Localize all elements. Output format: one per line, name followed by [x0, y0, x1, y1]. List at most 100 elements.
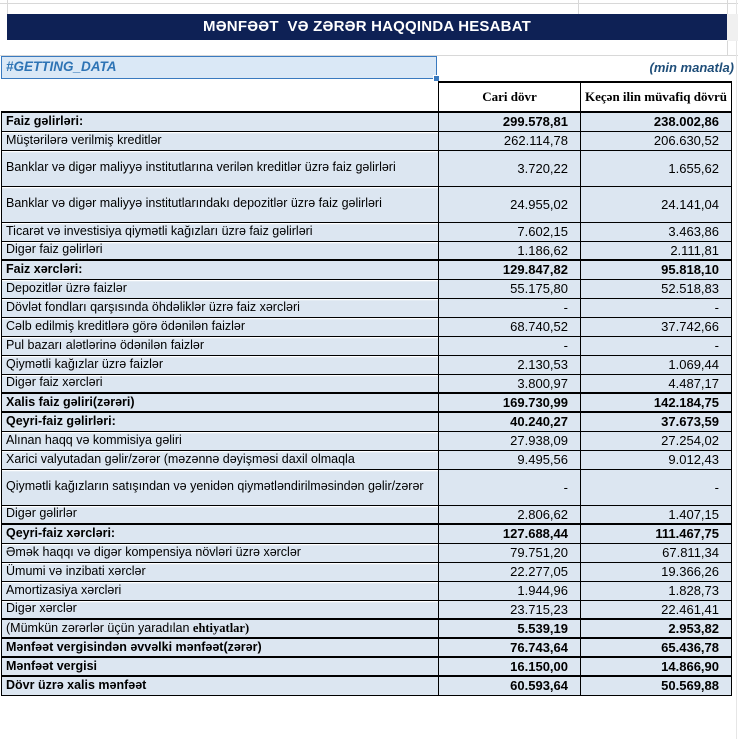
current-period-value-cell[interactable]: - — [438, 469, 581, 506]
row-label-cell[interactable]: Qiymətli kağızların satışından və yenidə… — [1, 469, 439, 506]
row-label-cell[interactable]: Banklar və digər maliyyə institutlarında… — [1, 186, 439, 223]
previous-period-value-cell[interactable]: 50.569,88 — [580, 675, 732, 696]
table-row: Qeyri-faiz xərcləri: 127.688,44 111.467,… — [1, 523, 732, 544]
row-label-cell[interactable]: Xarici valyutadan gəlir/zərər (məzənnə d… — [1, 450, 439, 470]
previous-period-value-cell[interactable]: 3.463,86 — [580, 222, 732, 242]
row-label-cell[interactable]: Qeyri-faiz gəlirləri: — [1, 411, 439, 432]
current-period-value-cell[interactable]: 1.186,62 — [438, 241, 581, 261]
row-label-cell[interactable]: Alınan haqq və kommisiya gəliri — [1, 431, 439, 451]
row-label-cell[interactable]: Depozitlər üzrə faizlər — [1, 279, 439, 299]
table-row: Qeyri-faiz gəlirləri: 40.240,27 37.673,5… — [1, 411, 732, 432]
previous-period-value-cell[interactable]: 95.818,10 — [580, 259, 732, 280]
row-label: Dövlət fondları qarşısında öhdəliklər üz… — [6, 299, 300, 314]
current-period-value-cell[interactable]: - — [438, 298, 581, 318]
row-label-cell[interactable]: Ümumi və inzibati xərclər — [1, 562, 439, 582]
previous-period-value-cell[interactable]: 1.828,73 — [580, 581, 732, 601]
previous-period-value-cell[interactable]: - — [580, 336, 732, 356]
previous-period-value-cell[interactable]: 4.487,17 — [580, 374, 732, 394]
previous-period-value-cell[interactable]: 111.467,75 — [580, 523, 732, 544]
row-label-cell[interactable]: Digər faiz xərcləri — [1, 374, 439, 394]
row-label-cell[interactable]: Qeyri-faiz xərcləri: — [1, 523, 439, 544]
previous-period-value-cell[interactable]: 22.461,41 — [580, 600, 732, 620]
row-label-cell[interactable]: Banklar və digər maliyyə institutlarına … — [1, 150, 439, 187]
row-label-cell[interactable]: Pul bazarı alətlərinə ödənilən faizlər — [1, 336, 439, 356]
previous-period-value-cell[interactable]: 37.673,59 — [580, 411, 732, 432]
table-row: Depozitlər üzrə faizlər 55.175,80 52.518… — [1, 279, 732, 299]
row-label-cell[interactable]: Cəlb edilmiş kreditlərə görə ödənilən fa… — [1, 317, 439, 337]
previous-period-value-cell[interactable]: 142.184,75 — [580, 392, 732, 413]
row-label-serif-part: ehtiyatlar) — [192, 620, 250, 635]
previous-period-value-cell[interactable]: 67.811,34 — [580, 543, 732, 563]
current-period-value-cell[interactable]: 2.130,53 — [438, 355, 581, 375]
row-label-cell[interactable]: Qiymətli kağızlar üzrə faizlər — [1, 355, 439, 375]
previous-period-value-cell[interactable]: 24.141,04 — [580, 186, 732, 223]
previous-period-value-cell[interactable]: 14.866,90 — [580, 656, 732, 677]
row-label-cell[interactable]: Digər faiz gəlirləri — [1, 241, 439, 261]
row-label: Əmək haqqı və digər kompensiya növləri ü… — [6, 544, 301, 559]
previous-period-value-cell[interactable]: 37.742,66 — [580, 317, 732, 337]
current-period-value-cell[interactable]: 40.240,27 — [438, 411, 581, 432]
current-period-value-cell[interactable]: 2.806,62 — [438, 505, 581, 525]
current-period-value-cell[interactable]: 27.938,09 — [438, 431, 581, 451]
current-period-value-cell[interactable]: 3.720,22 — [438, 150, 581, 187]
row-label: Digər faiz gəlirləri — [6, 242, 103, 257]
table-row: Amortizasiya xərcləri 1.944,96 1.828,73 — [1, 581, 732, 601]
current-period-value-cell[interactable]: 262.114,78 — [438, 131, 581, 151]
previous-period-value-cell[interactable]: 19.366,26 — [580, 562, 732, 582]
current-period-value-cell[interactable]: 68.740,52 — [438, 317, 581, 337]
previous-period-value-cell[interactable]: 2.111,81 — [580, 241, 732, 261]
previous-period-value-cell[interactable]: 65.436,78 — [580, 637, 732, 658]
row-label-cell[interactable]: Digər xərclər — [1, 600, 439, 620]
col-header-previous-period[interactable]: Keçən ilin müvafiq dövrü — [580, 81, 732, 113]
current-period-value-cell[interactable]: 22.277,05 — [438, 562, 581, 582]
row-label-cell[interactable]: Digər gəlirlər — [1, 505, 439, 525]
row-label-cell[interactable]: Müştərilərə verilmiş kreditlər — [1, 131, 439, 151]
current-period-value-cell[interactable]: 76.743,64 — [438, 637, 581, 658]
previous-period-value-cell[interactable]: 1.069,44 — [580, 355, 732, 375]
current-period-value-cell[interactable]: 5.539,19 — [438, 618, 581, 639]
current-period-value-cell[interactable]: 1.944,96 — [438, 581, 581, 601]
row-label-cell[interactable]: Faiz xərcləri: — [1, 259, 439, 280]
col-header-current-period[interactable]: Cari dövr — [438, 81, 581, 113]
row-label-cell[interactable]: Dövr üzrə xalis mənfəət — [1, 675, 439, 696]
current-period-value-cell[interactable]: 299.578,81 — [438, 111, 581, 132]
current-period-value-cell[interactable]: 9.495,56 — [438, 450, 581, 470]
current-period-value-cell[interactable]: 169.730,99 — [438, 392, 581, 413]
getting-data-cell[interactable]: #GETTING_DATA — [1, 56, 437, 79]
previous-period-value-cell[interactable]: 2.953,82 — [580, 618, 732, 639]
current-period-value-cell[interactable]: 79.751,20 — [438, 543, 581, 563]
current-period-value-cell[interactable]: 24.955,02 — [438, 186, 581, 223]
row-label-cell[interactable]: Mənfəət vergisi — [1, 656, 439, 677]
table-row: (Mümkün zərərlər üçün yaradılan ehtiyatl… — [1, 618, 732, 639]
previous-period-value-cell[interactable]: 9.012,43 — [580, 450, 732, 470]
row-label-cell[interactable]: Dövlət fondları qarşısında öhdəliklər üz… — [1, 298, 439, 318]
previous-period-value-cell[interactable]: 238.002,86 — [580, 111, 732, 132]
previous-period-value-cell[interactable]: - — [580, 469, 732, 506]
row-label-cell[interactable]: Faiz gəlirləri: — [1, 111, 439, 132]
row-label-cell[interactable]: Mənfəət vergisindən əvvəlki mənfəət(zərə… — [1, 637, 439, 658]
row-label-cell[interactable]: Amortizasiya xərcləri — [1, 581, 439, 601]
previous-period-value-cell[interactable]: 27.254,02 — [580, 431, 732, 451]
current-period-value-cell[interactable]: 3.800,97 — [438, 374, 581, 394]
row-label-cell[interactable]: Xalis faiz gəliri(zərəri) — [1, 392, 439, 413]
row-label: (Mümkün zərərlər üçün yaradılan — [6, 620, 193, 635]
table-row: Banklar və digər maliyyə institutlarına … — [1, 150, 732, 187]
previous-period-value-cell[interactable]: - — [580, 298, 732, 318]
row-label-cell[interactable]: (Mümkün zərərlər üçün yaradılan ehtiyatl… — [1, 618, 439, 639]
current-period-value-cell[interactable]: - — [438, 336, 581, 356]
previous-period-value-cell[interactable]: 1.407,15 — [580, 505, 732, 525]
current-period-value-cell[interactable]: 60.593,64 — [438, 675, 581, 696]
report-table: Cari dövr Keçən ilin müvafiq dövrü Faiz … — [1, 81, 732, 696]
selection-fill-handle[interactable] — [433, 75, 439, 81]
current-period-value-cell[interactable]: 129.847,82 — [438, 259, 581, 280]
current-period-value-cell[interactable]: 7.602,15 — [438, 222, 581, 242]
current-period-value-cell[interactable]: 127.688,44 — [438, 523, 581, 544]
current-period-value-cell[interactable]: 55.175,80 — [438, 279, 581, 299]
previous-period-value-cell[interactable]: 206.630,52 — [580, 131, 732, 151]
previous-period-value-cell[interactable]: 52.518,83 — [580, 279, 732, 299]
current-period-value-cell[interactable]: 23.715,23 — [438, 600, 581, 620]
row-label-cell[interactable]: Əmək haqqı və digər kompensiya növləri ü… — [1, 543, 439, 563]
previous-period-value-cell[interactable]: 1.655,62 — [580, 150, 732, 187]
row-label-cell[interactable]: Ticarət və investisiya qiymətli kağızlar… — [1, 222, 439, 242]
current-period-value-cell[interactable]: 16.150,00 — [438, 656, 581, 677]
